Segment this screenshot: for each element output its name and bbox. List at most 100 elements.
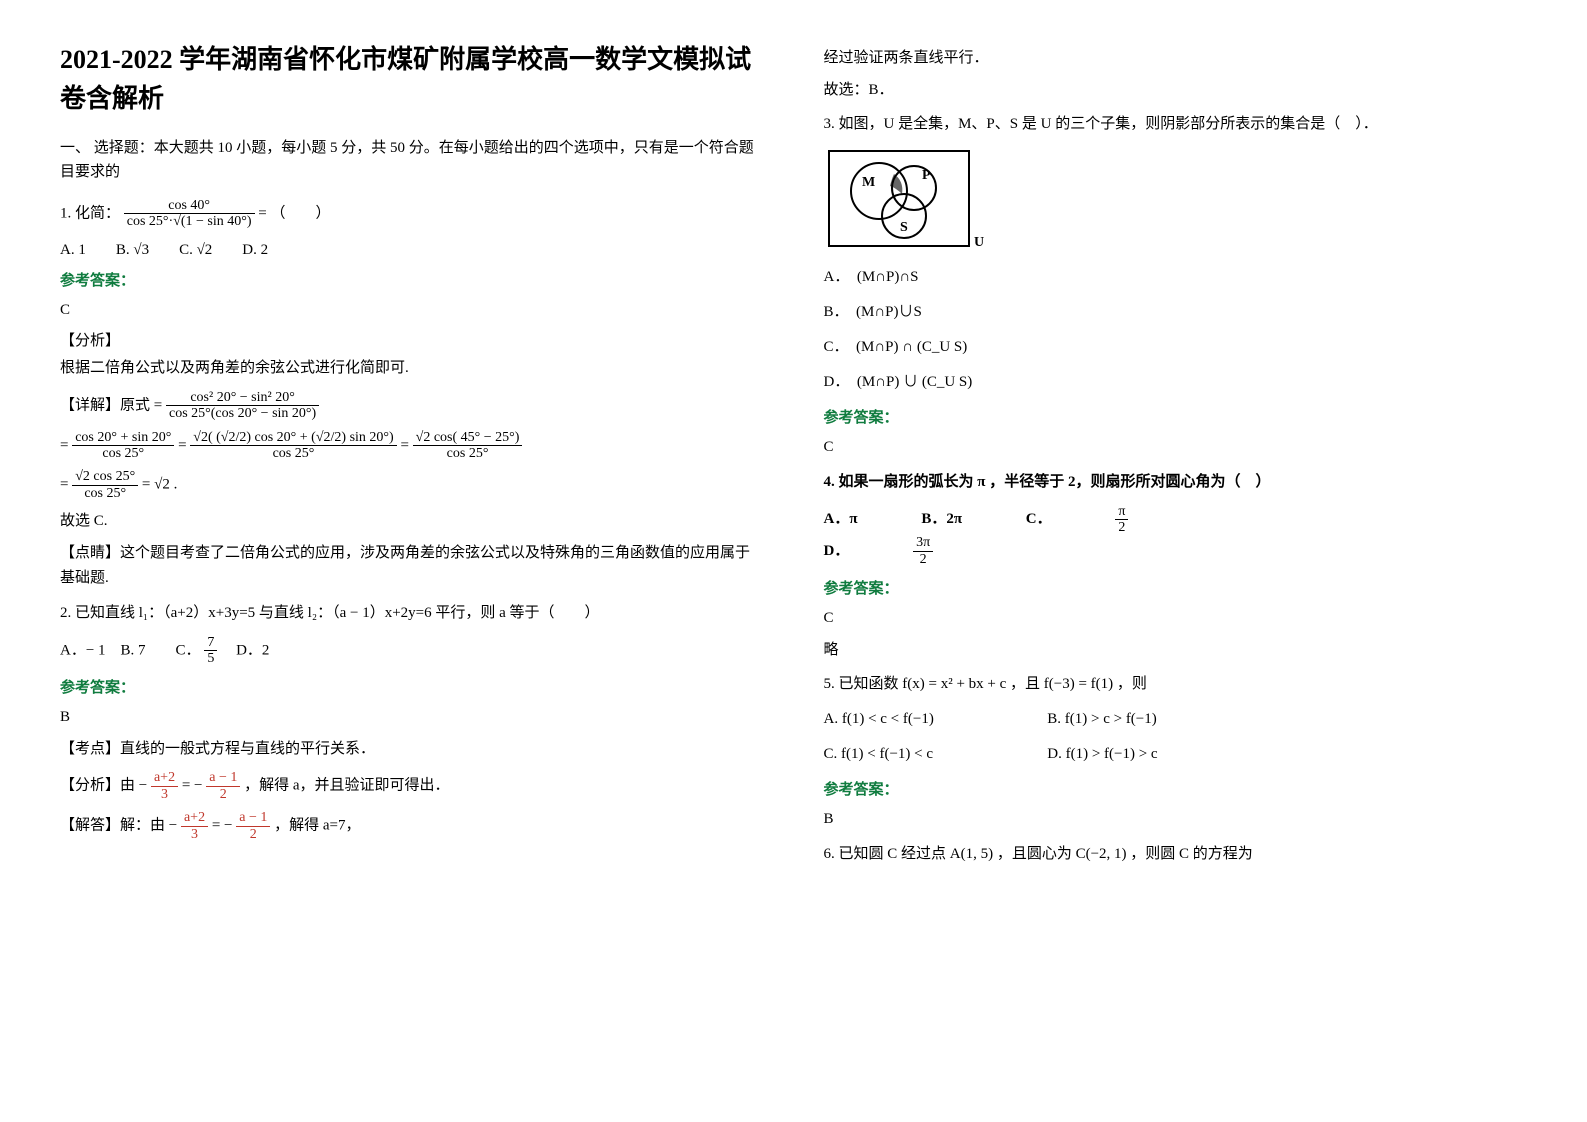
q2-stem: 2. 已知直线 l₁：（a+2）x+3y=5 与直线 l₂：（a − 1）x+2… — [60, 600, 764, 627]
q1-frac2-num: cos² 20° − sin² 20° — [166, 390, 319, 406]
q2-frac2: a − 1 2 — [206, 770, 240, 802]
q1-frac2-den: cos 25°(cos 20° − sin 20°) — [166, 406, 319, 421]
fd: cos 25° — [72, 446, 174, 461]
q4-optD: D． 3π 2 — [824, 535, 1054, 567]
q2-frac4: a − 1 2 — [236, 810, 270, 842]
q5-opts-row1: A. f(1) < c < f(−1) B. f(1) > c > f(−1) — [824, 706, 1528, 733]
q2-kaodian: 【考点】直线的一般式方程与直线的平行关系． — [60, 737, 764, 763]
left-column: 2021-2022 学年湖南省怀化市煤矿附属学校高一数学文模拟试卷含解析 一、 … — [60, 40, 764, 876]
q1-end: 故选 C. — [60, 509, 764, 535]
q1-step2-mid2: = — [400, 437, 412, 453]
fd: 3 — [151, 787, 178, 802]
fn: cos 20° + sin 20° — [72, 430, 174, 446]
q4-optC: C． π 2 — [1026, 504, 1249, 536]
fd: 2 — [1115, 520, 1128, 535]
q1-frac2: cos² 20° − sin² 20° cos 25°(cos 20° − si… — [166, 390, 319, 422]
q1-tag-analysis: 【分析】 — [60, 329, 764, 350]
q1-prefix: 1. 化简： — [60, 205, 120, 221]
q3-optB: B． (M∩P)∪S — [824, 299, 1528, 326]
fd: 5 — [204, 651, 217, 666]
q2-opts-pre: A．− 1 B. 7 C． — [60, 642, 201, 658]
q3-optA: A． (M∩P)∩S — [824, 264, 1528, 291]
venn-label-S: S — [900, 220, 908, 235]
venn-label-U: U — [974, 235, 984, 250]
q2-optC-frac: 7 5 — [204, 635, 217, 667]
q5-answer-label: 参考答案： — [824, 778, 1528, 799]
q2-fenxi: 【分析】由 − a+2 3 = − a − 1 2 ，解得 a，并且验证即可得出… — [60, 770, 764, 802]
fn: a+2 — [181, 810, 208, 826]
q1-stem: 1. 化简： cos 40° cos 25°·√(1 − sin 40°) = … — [60, 198, 764, 230]
q2-jieda-mid: = − — [212, 818, 236, 834]
q2-jieda-suf: ，解得 a=7， — [274, 818, 360, 834]
q3-answer: C — [824, 435, 1528, 461]
fd: 3 — [181, 827, 208, 842]
q2-fenxi-pre: 【分析】由 − — [60, 778, 151, 794]
fd: cos 25° — [190, 446, 396, 461]
q1-eq: = （ ） — [258, 205, 330, 221]
q2-fenxi-suf: ，解得 a，并且验证即可得出． — [244, 778, 449, 794]
q1-dianjing: 【点睛】这个题目考查了二倍角公式的应用，涉及两角差的余弦公式以及特殊角的三角函数… — [60, 541, 764, 592]
q1-step2-frac-b: √2( (√2/2) cos 20° + (√2/2) sin 20°) cos… — [190, 430, 396, 462]
fn: 7 — [204, 635, 217, 651]
q5-optB: B. f(1) > c > f(−1) — [1047, 711, 1157, 727]
q1-options: A. 1 B. √3 C. √2 D. 2 — [60, 238, 764, 259]
page-title: 2021-2022 学年湖南省怀化市煤矿附属学校高一数学文模拟试卷含解析 — [60, 40, 764, 118]
q4-answer: C — [824, 606, 1528, 632]
venn-label-P: P — [922, 168, 931, 183]
q2-cont2: 故选：B． — [824, 78, 1528, 104]
q4-optC-frac: π 2 — [1115, 504, 1188, 536]
q1-step3-frac: √2 cos 25° cos 25° — [72, 469, 138, 501]
q2-frac1: a+2 3 — [151, 770, 178, 802]
venn-diagram: M P S U — [824, 146, 994, 256]
q2-frac3: a+2 3 — [181, 810, 208, 842]
q4-stem: 4. 如果一扇形的弧长为 π ，半径等于 2，则扇形所对圆心角为（ ） — [824, 469, 1528, 496]
q1-tag-detail: 【详解】原式 — [60, 397, 150, 413]
fn: a+2 — [151, 770, 178, 786]
q2-cont1: 经过验证两条直线平行． — [824, 46, 1528, 72]
q3-stem: 3. 如图，U 是全集，M、P、S 是 U 的三个子集，则阴影部分所表示的集合是… — [824, 111, 1528, 138]
q1-step2: = cos 20° + sin 20° cos 25° = √2( (√2/2)… — [60, 430, 764, 462]
q1-step2-frac-c: √2 cos( 45° − 25°) cos 25° — [413, 430, 523, 462]
q2-opts-suf: D．2 — [221, 642, 269, 658]
fn: a − 1 — [206, 770, 240, 786]
q5-opts-row2: C. f(1) < f(−1) < c D. f(1) > f(−1) > c — [824, 741, 1528, 768]
q1-analysis-text: 根据二倍角公式以及两角差的余弦公式进行化简即可. — [60, 356, 764, 382]
q3-optC: C． (M∩P) ∩ (C_U S) — [824, 334, 1528, 361]
period: . — [174, 477, 178, 493]
q1-step3: = √2 cos 25° cos 25° = √2 . — [60, 469, 764, 501]
q6-stem: 6. 已知圆 C 经过点 A(1, 5) ，且圆心为 C(−2, 1) ，则圆 … — [824, 841, 1528, 868]
lbl: D． — [824, 538, 850, 565]
fn: a − 1 — [236, 810, 270, 826]
q1-detail-line1: 【详解】原式 = cos² 20° − sin² 20° cos 25°(cos… — [60, 390, 764, 422]
q1-frac: cos 40° cos 25°·√(1 − sin 40°) — [124, 198, 255, 230]
q5-stem: 5. 已知函数 f(x) = x² + bx + c ，且 f(−3) = f(… — [824, 671, 1528, 698]
q2-jieda: 【解答】解：由 − a+2 3 = − a − 1 2 ，解得 a=7， — [60, 810, 764, 842]
right-column: 经过验证两条直线平行． 故选：B． 3. 如图，U 是全集，M、P、S 是 U … — [824, 40, 1528, 876]
q2-answer: B — [60, 705, 764, 731]
q2-fenxi-mid: = − — [182, 778, 206, 794]
q4-optB: B．2π — [921, 506, 962, 533]
eq-sign: = — [154, 397, 166, 413]
fn: π — [1115, 504, 1128, 520]
q1-answer: C — [60, 298, 764, 324]
fn: √2 cos( 45° − 25°) — [413, 430, 523, 446]
q2-answer-label: 参考答案： — [60, 676, 764, 697]
fn: 3π — [913, 535, 933, 551]
venn-rect-U — [829, 151, 969, 246]
fd: cos 25° — [72, 486, 138, 501]
q4-answer-label: 参考答案： — [824, 577, 1528, 598]
q1-frac-den: cos 25°·√(1 − sin 40°) — [124, 214, 255, 229]
q3-answer-label: 参考答案： — [824, 406, 1528, 427]
q1-step2-frac-a: cos 20° + sin 20° cos 25° — [72, 430, 174, 462]
fd: cos 25° — [413, 446, 523, 461]
section-head: 一、 选择题：本大题共 10 小题，每小题 5 分，共 50 分。在每小题给出的… — [60, 136, 764, 184]
q5-optD: D. f(1) > f(−1) > c — [1047, 746, 1157, 762]
lbl: C． — [1026, 506, 1052, 533]
q4-optA: A．π — [824, 506, 858, 533]
venn-label-M: M — [862, 175, 875, 190]
fd: 2 — [913, 552, 933, 567]
q1-step2-pre: = — [60, 437, 72, 453]
q4-extra: 略 — [824, 638, 1528, 664]
q1-step2-mid: = — [178, 437, 190, 453]
q1-step3-pre: = — [60, 477, 72, 493]
